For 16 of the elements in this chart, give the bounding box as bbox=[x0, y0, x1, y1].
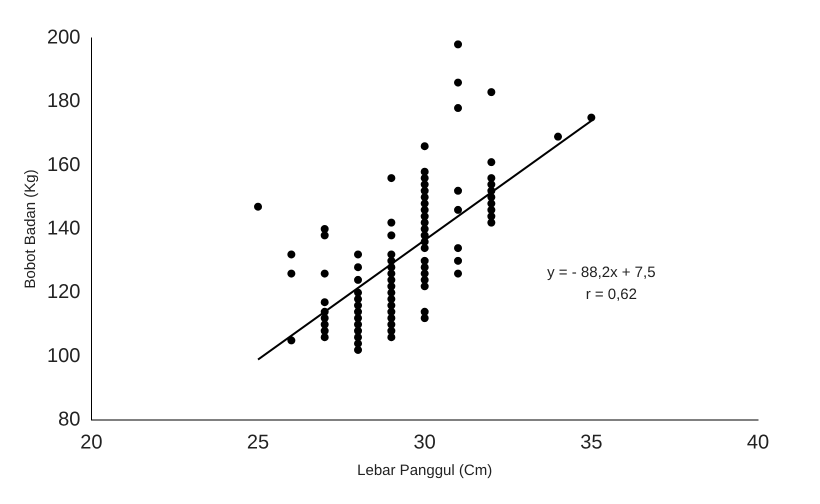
y-tick-label: 180 bbox=[46, 90, 80, 112]
y-tick-label: 140 bbox=[46, 218, 80, 240]
x-tick-label: 30 bbox=[414, 432, 436, 454]
annotation: r = 0,62 bbox=[586, 286, 637, 303]
annotation: y = - 88,2x + 7,5 bbox=[547, 264, 656, 281]
y-tick-label: 200 bbox=[46, 26, 80, 49]
x-tick-label: 40 bbox=[746, 432, 770, 454]
x-tick-label: 20 bbox=[80, 432, 102, 454]
y-axis-title: Bobot Badan (Kg) bbox=[22, 169, 40, 289]
x-tick-label: 35 bbox=[580, 432, 602, 454]
x-tick-label: 25 bbox=[246, 432, 270, 454]
y-tick-label: 160 bbox=[46, 154, 80, 176]
y-tick-label: 100 bbox=[46, 344, 80, 367]
y-tick-label: 120 bbox=[46, 281, 80, 304]
x-axis-title: Lebar Panggul (Cm) bbox=[357, 462, 492, 480]
y-tick-label: 80 bbox=[58, 408, 80, 431]
